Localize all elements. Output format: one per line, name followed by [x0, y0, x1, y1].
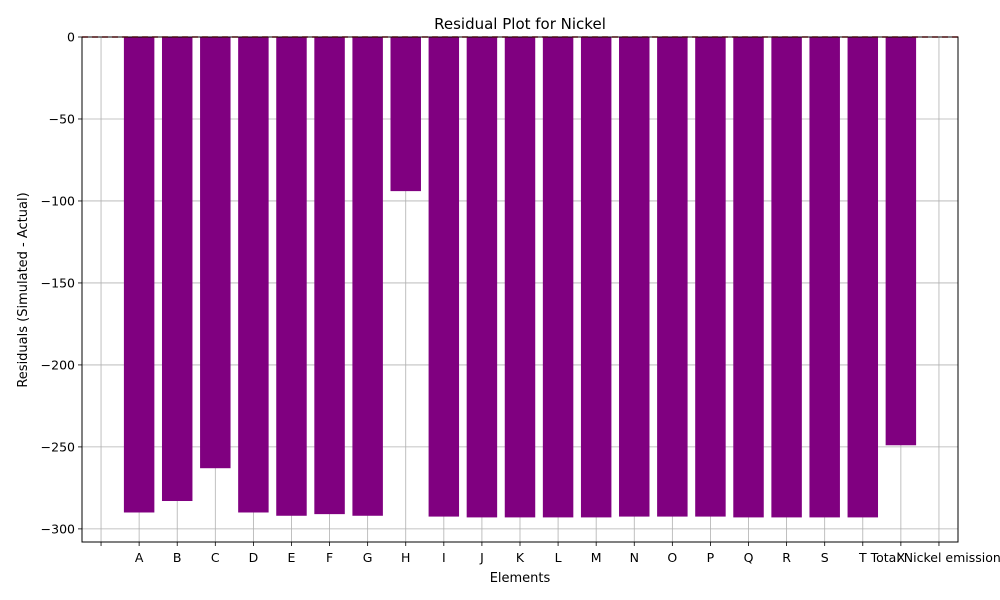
bar	[542, 37, 574, 518]
bar	[580, 37, 612, 518]
x-tick-label: E	[288, 550, 296, 565]
x-tick-label: Total Nickel emissions	[870, 550, 1000, 565]
x-tick-label: G	[363, 550, 373, 565]
y-tick-label: 0	[67, 30, 75, 45]
bar	[238, 37, 269, 513]
bar	[657, 37, 688, 517]
x-tick-label: X	[897, 550, 906, 565]
bar	[847, 37, 879, 518]
y-tick-label: −300	[41, 521, 75, 536]
x-tick-label: H	[401, 550, 410, 565]
y-tick-label: −250	[41, 439, 75, 454]
bar	[314, 37, 345, 515]
bar	[885, 37, 917, 446]
x-tick-label: S	[821, 550, 829, 565]
x-tick-label: A	[135, 550, 144, 565]
bar	[771, 37, 802, 518]
x-tick-label: Q	[744, 550, 754, 565]
bar	[809, 37, 840, 518]
x-tick-label: T	[858, 550, 867, 565]
bar	[200, 37, 231, 469]
x-tick-label: D	[249, 550, 259, 565]
y-tick-label: −50	[49, 111, 75, 126]
x-tick-label: M	[591, 550, 602, 565]
chart-title: Residual Plot for Nickel	[434, 15, 606, 33]
x-tick-label: O	[667, 550, 677, 565]
bar	[428, 37, 460, 517]
bar	[504, 37, 536, 518]
bar	[352, 37, 383, 516]
x-tick-label: P	[707, 550, 715, 565]
x-tick-label: N	[630, 550, 639, 565]
x-tick-label: I	[442, 550, 446, 565]
y-axis: 0 −50 −100 −150 −200 −250 −300	[41, 30, 82, 536]
y-axis-label: Residuals (Simulated - Actual)	[16, 192, 31, 387]
x-tick-label: C	[211, 550, 220, 565]
bar	[161, 37, 193, 502]
y-tick-label: −200	[41, 357, 75, 372]
y-tick-label: −150	[41, 275, 75, 290]
y-tick-label: −100	[41, 193, 75, 208]
bar	[733, 37, 764, 518]
x-axis-label: Elements	[490, 571, 551, 586]
x-tick-label: L	[555, 550, 562, 565]
bar	[466, 37, 498, 518]
bar	[390, 37, 421, 192]
bar	[276, 37, 307, 516]
bar	[123, 37, 155, 513]
bar	[695, 37, 726, 517]
x-tick-label: R	[782, 550, 791, 565]
bars	[123, 37, 917, 518]
x-tick-label: K	[516, 550, 525, 565]
bar	[619, 37, 650, 517]
x-tick-label: F	[326, 550, 333, 565]
x-tick-label: J	[479, 550, 484, 565]
x-tick-label: B	[173, 550, 182, 565]
